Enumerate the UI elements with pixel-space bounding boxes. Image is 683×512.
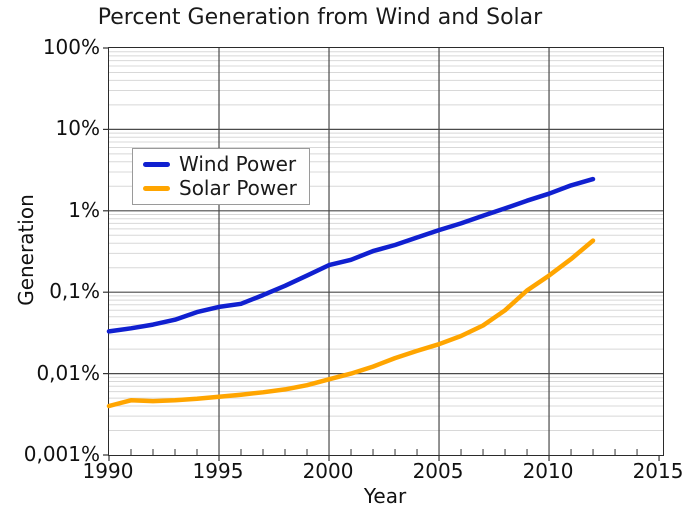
x-tick-label: 2015: [632, 459, 683, 483]
y-tick-label: 0,01%: [36, 360, 100, 385]
x-tick-label: 2000: [302, 459, 354, 483]
plot-area: [103, 47, 664, 461]
legend-label-wind: Wind Power: [179, 152, 297, 176]
y-axis-title: Generation: [14, 194, 38, 306]
x-tick-label: 1995: [192, 459, 244, 483]
y-tick-label: 100%: [42, 35, 100, 59]
legend: Wind Power Solar Power: [132, 148, 310, 205]
x-tick-label: 2010: [522, 459, 574, 483]
x-axis-title: Year: [363, 484, 407, 508]
legend-item-solar: Solar Power: [143, 176, 297, 200]
x-tick-label: 2005: [412, 459, 464, 483]
legend-label-solar: Solar Power: [179, 176, 297, 200]
x-tick-label: 1990: [82, 459, 134, 483]
plot-canvas: [103, 47, 663, 461]
y-tick-label: 10%: [55, 116, 100, 141]
y-tick-label: 1%: [68, 197, 100, 222]
wind-line-swatch: [143, 161, 170, 167]
y-tick-label: 0,1%: [49, 279, 100, 304]
y-tick-label: 0,001%: [23, 442, 100, 466]
solar-line-swatch: [143, 185, 170, 191]
chart-title: Percent Generation from Wind and Solar: [97, 5, 543, 30]
wind-line: [106, 176, 596, 334]
legend-item-wind: Wind Power: [143, 152, 297, 176]
solar-line: [106, 238, 596, 409]
